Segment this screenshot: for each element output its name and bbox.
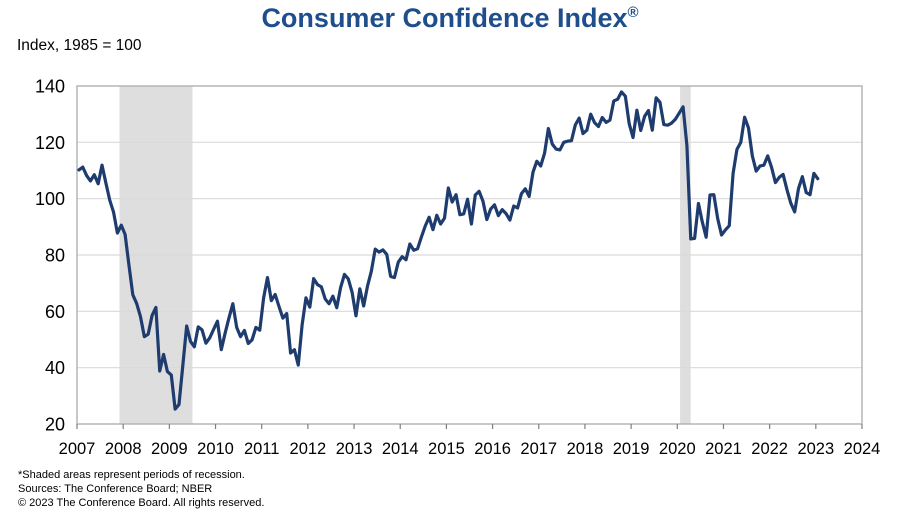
x-axis-label: 2014 bbox=[382, 440, 419, 458]
gridlines bbox=[77, 141, 862, 369]
y-axis-label: 120 bbox=[35, 133, 65, 153]
y-axis-label: 100 bbox=[35, 189, 65, 209]
cci-data-line bbox=[77, 90, 820, 411]
registered-trademark-symbol: ® bbox=[627, 4, 639, 21]
y-axis: 20 40 60 80 100 120 140 bbox=[35, 77, 65, 435]
x-axis-label: 2008 bbox=[105, 440, 142, 458]
x-axis-label: 2018 bbox=[567, 440, 604, 458]
footer-notes: *Shaded areas represent periods of reces… bbox=[18, 468, 264, 510]
x-axis-label: 2017 bbox=[520, 440, 557, 458]
x-axis-label: 2019 bbox=[613, 440, 650, 458]
x-axis-label: 2020 bbox=[659, 440, 696, 458]
y-axis-label: 20 bbox=[45, 415, 65, 435]
x-axis-label: 2022 bbox=[751, 440, 788, 458]
x-axis-label: 2010 bbox=[197, 440, 234, 458]
x-axis-label: 2024 bbox=[844, 440, 881, 458]
y-axis-label: 60 bbox=[45, 302, 65, 322]
x-axis-label: 2009 bbox=[151, 440, 188, 458]
y-axis-label: 140 bbox=[35, 77, 65, 97]
x-axis-label: 2011 bbox=[244, 440, 279, 458]
x-axis-label: 2013 bbox=[336, 440, 373, 458]
footnote-sources: Sources: The Conference Board; NBER bbox=[18, 483, 213, 495]
x-axis-label: 2012 bbox=[290, 440, 327, 458]
page-title: Consumer Confidence Index® bbox=[0, 3, 900, 34]
x-axis: 2007 2008 2009 2010 2011 2012 2013 2014 2015 2016… bbox=[59, 424, 881, 458]
x-axis-label: 2016 bbox=[474, 440, 511, 458]
x-axis-label: 2021 bbox=[705, 440, 742, 458]
footnote-recession: *Shaded areas represent periods of reces… bbox=[18, 469, 245, 481]
chart-title-text: Consumer Confidence Index bbox=[261, 3, 628, 33]
y-axis-note: Index, 1985 = 100 bbox=[17, 37, 142, 54]
plot-border bbox=[76, 85, 863, 425]
footnote-copyright: © 2023 The Conference Board. All rights … bbox=[18, 497, 265, 509]
y-axis-label: 80 bbox=[45, 246, 65, 266]
x-axis-label: 2007 bbox=[59, 440, 96, 458]
x-axis-label: 2015 bbox=[428, 440, 465, 458]
x-axis-label: 2023 bbox=[797, 440, 834, 458]
y-axis-label: 40 bbox=[45, 358, 65, 378]
